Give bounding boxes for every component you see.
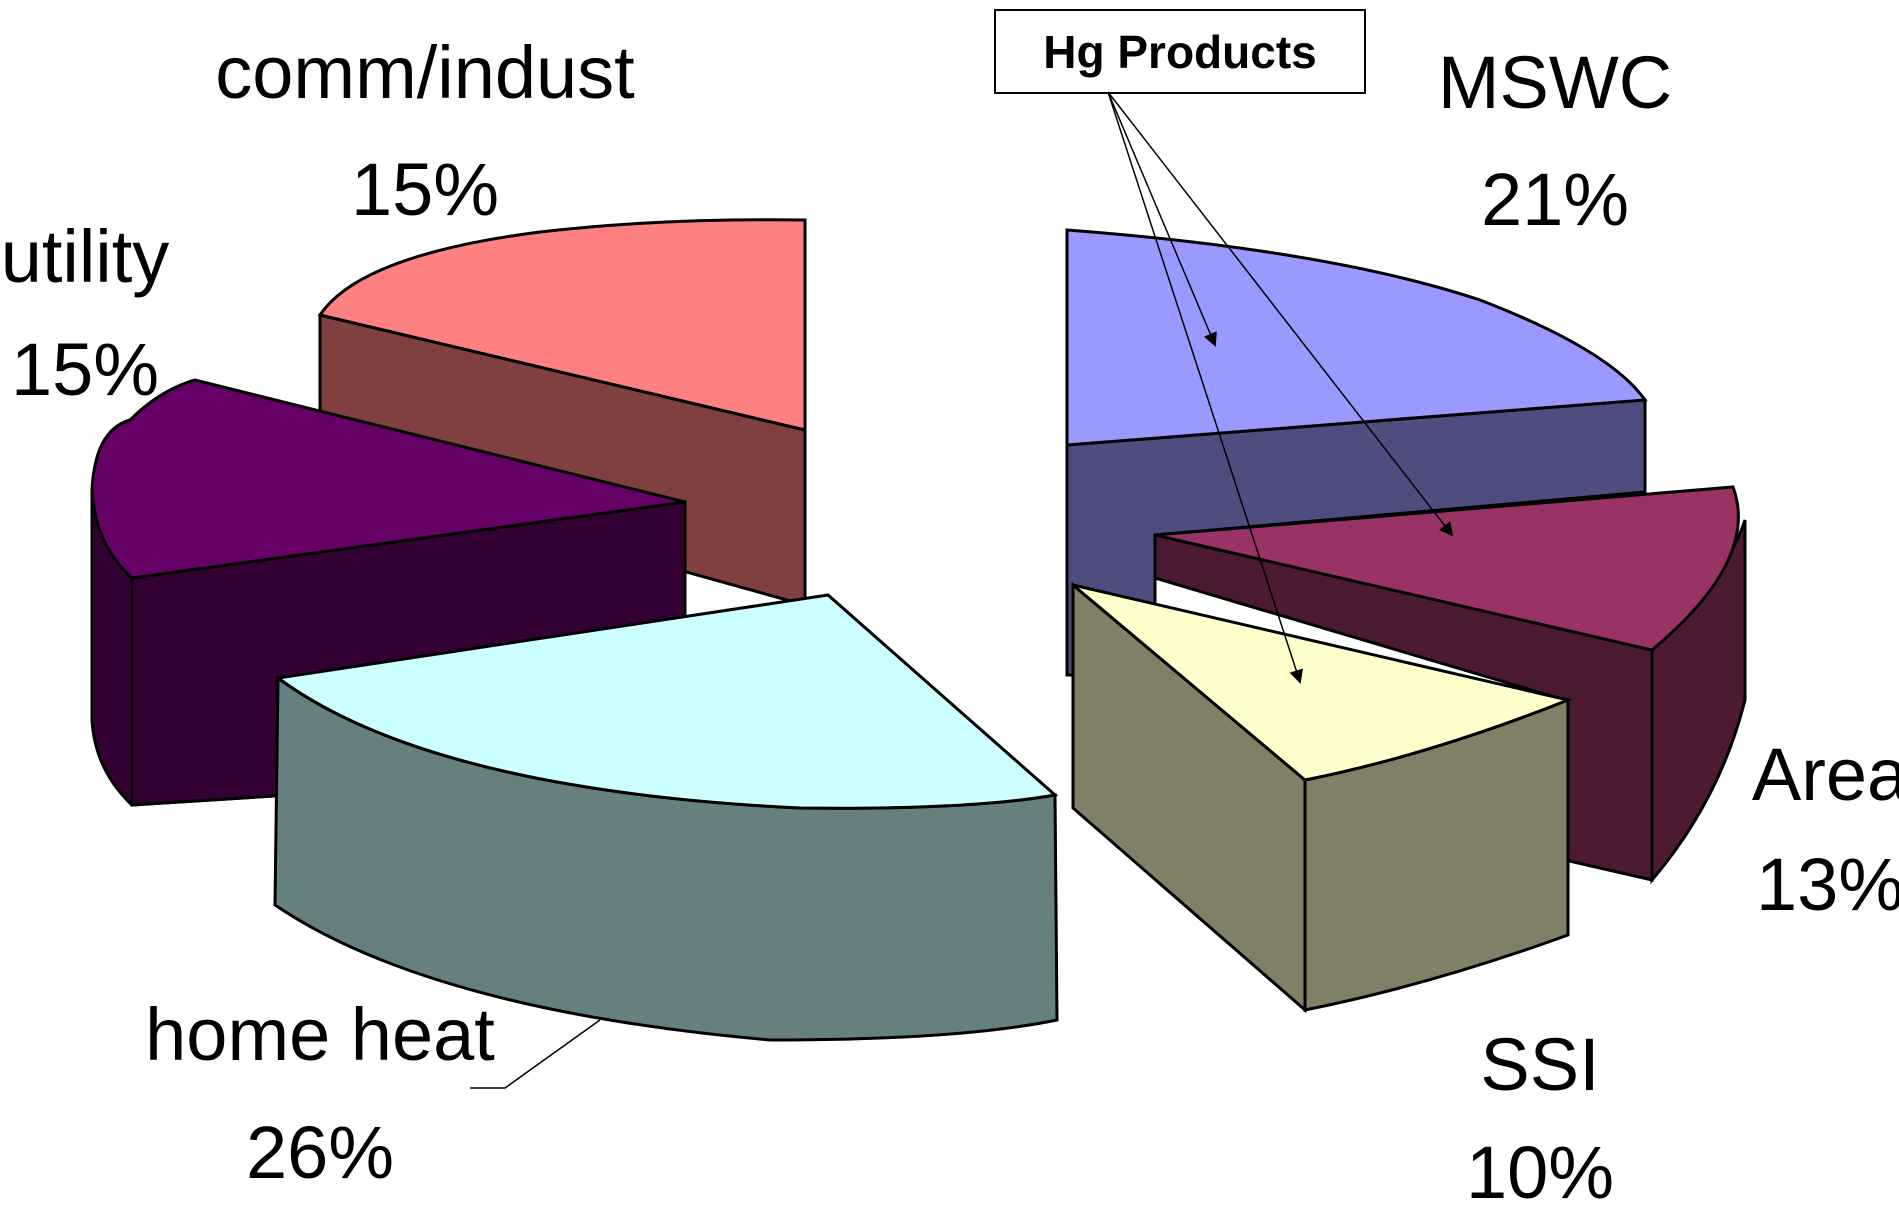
label-comm-indust: comm/indust [215, 31, 635, 114]
hg-products-callout: Hg Products [994, 9, 1454, 684]
label-mswc: MSWC [1438, 41, 1672, 124]
label-home-heat: home heat [145, 993, 495, 1076]
label-ssi: SSI [1480, 1023, 1599, 1106]
slice-utility-top [90, 378, 686, 580]
slice-mswc-top [1065, 228, 1648, 447]
hg-products-text: Hg Products [1043, 26, 1316, 78]
percent-area: 13% [1756, 843, 1899, 926]
percent-utility: 15% [11, 328, 159, 411]
percent-home-heat: 26% [246, 1111, 394, 1194]
label-area: Area [1752, 733, 1899, 816]
slice-comm-indust-top [317, 218, 807, 432]
slice-area [1153, 485, 1747, 885]
percent-comm-indust: 15% [351, 148, 499, 231]
arrow-to-mswc [1107, 91, 1217, 347]
slice-home-heat-top [274, 593, 1059, 810]
slice-home-heat [273, 593, 1059, 1089]
slice-ssi [1071, 581, 1574, 1014]
arrow-to-area [1107, 91, 1454, 537]
percent-ssi: 10% [1466, 1131, 1614, 1205]
home-heat-leader-line [470, 1019, 601, 1089]
slice-ssi-top [1072, 583, 1574, 782]
slice-labels: comm/indust 15% utility 15% home heat 26… [1, 31, 1899, 1205]
slice-area-top [1154, 485, 1740, 652]
slice-mswc [1065, 228, 1648, 677]
label-utility: utility [1, 215, 170, 298]
arrow-to-ssi [1107, 91, 1303, 684]
hg-products-box [994, 9, 1366, 94]
percent-mswc: 21% [1481, 158, 1629, 241]
